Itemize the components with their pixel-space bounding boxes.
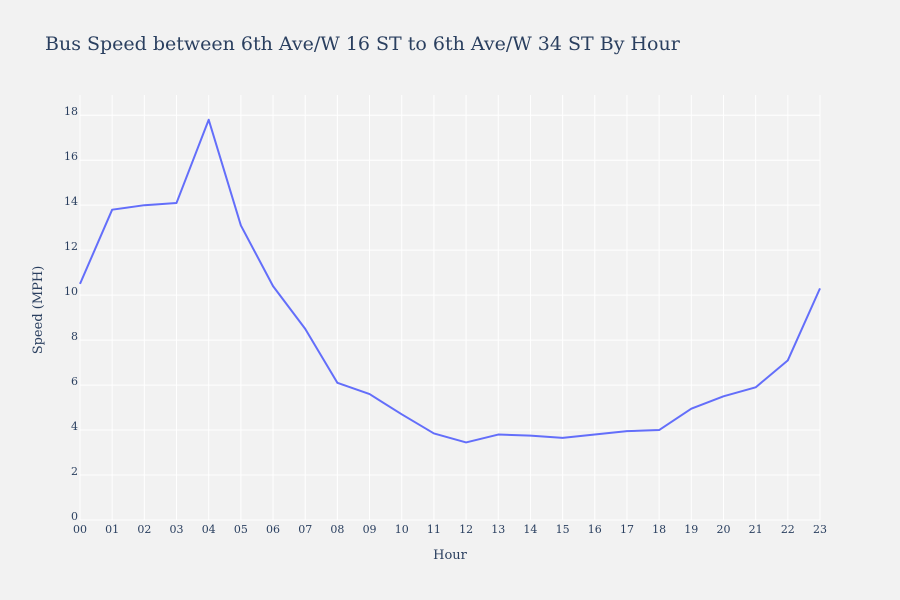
x-axis-ticks: 00 01 02 03 04 05 06 07 08 09 10 11 12 13 14 15 16 17 18 19… [73,523,827,536]
data-point-15[interactable] [557,432,569,444]
data-point-22[interactable] [782,354,794,366]
x-tick-label: 08 [330,523,344,536]
y-axis-ticks: 0 2 4 6 8 10 12 14 16 18 [64,105,78,523]
y-tick-label: 16 [64,150,78,163]
x-tick-label: 09 [363,523,377,536]
x-tick-label: 19 [684,523,698,536]
data-point-04[interactable] [203,114,215,126]
data-point-06[interactable] [267,280,279,292]
x-tick-label: 04 [202,523,216,536]
data-point-11[interactable] [428,427,440,439]
x-tick-label: 14 [523,523,537,536]
data-point-00[interactable] [74,278,86,290]
x-tick-label: 16 [588,523,602,536]
x-tick-label: 05 [234,523,248,536]
data-point-05[interactable] [235,219,247,231]
x-tick-label: 11 [427,523,441,536]
data-point-16[interactable] [589,429,601,441]
y-tick-label: 18 [64,105,78,118]
data-point-07[interactable] [299,323,311,335]
y-tick-label: 6 [71,375,78,388]
y-tick-label: 12 [64,240,78,253]
y-tick-label: 4 [71,420,78,433]
data-point-23[interactable] [814,282,826,294]
x-tick-label: 15 [556,523,570,536]
data-point-13[interactable] [492,429,504,441]
x-tick-label: 00 [73,523,87,536]
x-tick-label: 18 [652,523,666,536]
y-tick-label: 10 [64,285,78,298]
y-tick-label: 14 [64,195,78,208]
x-tick-label: 12 [459,523,473,536]
x-axis-title: Hour [433,548,468,563]
grid-lines [79,95,821,521]
data-point-14[interactable] [524,430,536,442]
x-tick-label: 20 [716,523,730,536]
y-tick-label: 2 [71,465,78,478]
data-point-19[interactable] [685,403,697,415]
data-point-20[interactable] [717,390,729,402]
data-point-08[interactable] [331,377,343,389]
y-axis-title: Speed (MPH) [31,266,46,355]
x-tick-label: 06 [266,523,280,536]
data-point-01[interactable] [106,204,118,216]
data-point-18[interactable] [653,424,665,436]
data-point-17[interactable] [621,425,633,437]
data-point-02[interactable] [138,199,150,211]
x-tick-label: 10 [395,523,409,536]
x-tick-label: 21 [749,523,763,536]
series-layer [74,114,826,448]
data-point-21[interactable] [750,381,762,393]
series-line [79,118,821,444]
y-tick-label: 8 [71,330,78,343]
x-tick-label: 01 [105,523,119,536]
x-tick-label: 17 [620,523,634,536]
x-tick-label: 13 [491,523,505,536]
x-tick-label: 03 [170,523,184,536]
data-point-03[interactable] [171,197,183,209]
data-point-12[interactable] [460,436,472,448]
y-tick-label: 0 [71,510,78,523]
x-tick-label: 02 [137,523,151,536]
x-tick-label: 22 [781,523,795,536]
chart-title: Bus Speed between 6th Ave/W 16 ST to 6th… [45,33,681,55]
x-tick-label: 23 [813,523,827,536]
data-point-10[interactable] [396,408,408,420]
data-point-09[interactable] [364,388,376,400]
x-tick-label: 07 [298,523,312,536]
